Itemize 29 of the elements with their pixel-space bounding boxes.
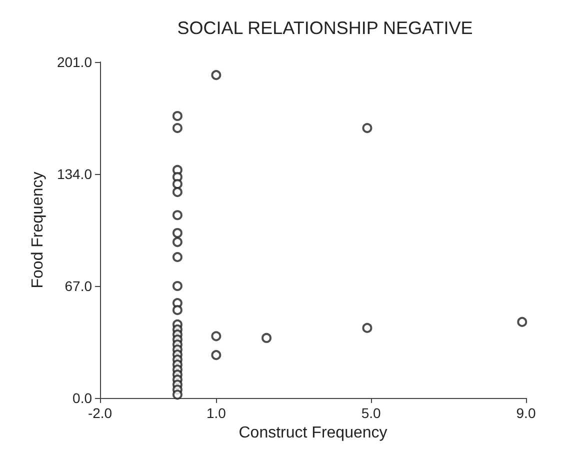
point [262, 332, 272, 343]
y-tick-label: 134.0 [56, 166, 92, 182]
y-tick-label: 67.0 [64, 278, 92, 294]
point [172, 252, 182, 262]
y-tick-label: 0.0 [72, 390, 92, 406]
x-tick-label: 5.0 [361, 405, 382, 421]
point [211, 350, 222, 360]
y-tick-label: 201.0 [56, 54, 92, 70]
point [172, 187, 182, 198]
point [517, 316, 528, 327]
point [172, 390, 182, 400]
point [172, 228, 182, 238]
point [172, 305, 182, 316]
point [172, 237, 182, 248]
point [211, 70, 222, 80]
point [172, 110, 182, 121]
x-tick-label: 1.0 [206, 405, 226, 421]
x-tick-label: -2.0 [88, 405, 112, 421]
point [211, 331, 222, 342]
x-axis-title: Construct Frequency [238, 424, 388, 442]
y-axis-title: Food Frequency [30, 172, 47, 288]
x-tick-label: 9.0 [516, 405, 536, 421]
point [362, 322, 372, 333]
chart-title: SOCIAL RELATIONSHIP NEGATIVE [177, 18, 473, 38]
point [362, 123, 372, 134]
point [172, 123, 182, 134]
point [172, 210, 182, 220]
point [172, 281, 182, 291]
point [172, 179, 182, 190]
